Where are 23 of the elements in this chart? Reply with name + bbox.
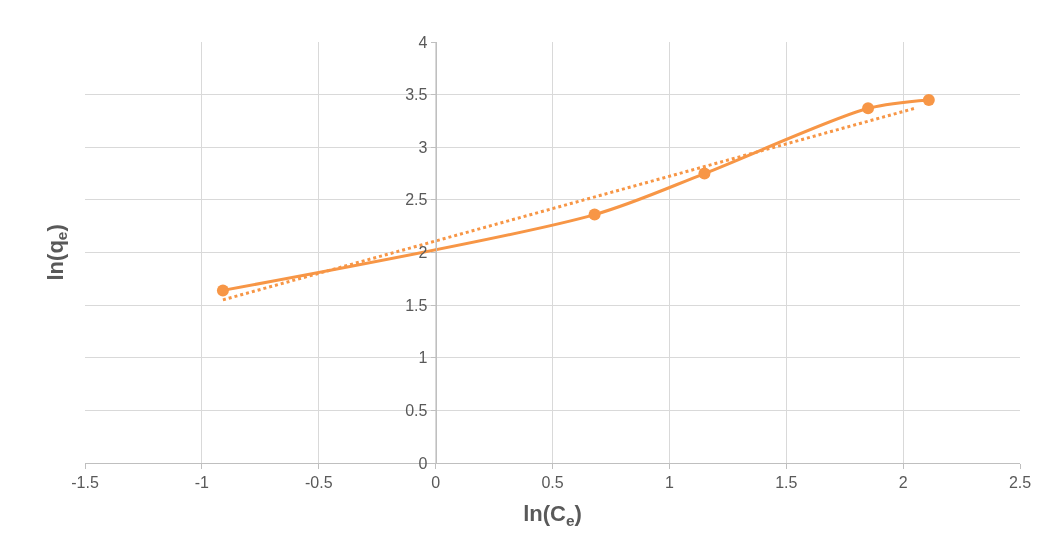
x-tick-label: -1	[194, 474, 210, 492]
y-tick-label: 0	[418, 454, 428, 472]
y-tick-label: 3	[418, 138, 428, 156]
x-tick-label: 0	[431, 474, 441, 492]
x-tick-label: -0.5	[304, 474, 333, 492]
y-tick-label: 1.5	[405, 296, 428, 314]
point	[922, 93, 935, 106]
x-tick-label: 0.5	[541, 474, 564, 492]
x-tick-label: 1	[664, 474, 674, 492]
y-tick-label: 3.5	[405, 86, 428, 104]
x-tick-label: 2.5	[1008, 474, 1032, 492]
point	[698, 167, 711, 180]
y-tick-label: 4	[418, 33, 428, 51]
x-tick-label: -1.5	[71, 474, 99, 492]
x-tick-label: 2	[898, 474, 908, 492]
y-tick-label: 1	[418, 349, 428, 367]
point	[216, 284, 229, 297]
y-tick-label: 0.5	[405, 401, 428, 419]
x-tick-label: 1.5	[775, 474, 798, 492]
point	[588, 208, 601, 221]
x-axis-title: ln(C$_{e}$)	[523, 501, 582, 529]
y-tick-label: 2.5	[405, 191, 428, 209]
point	[862, 102, 875, 115]
